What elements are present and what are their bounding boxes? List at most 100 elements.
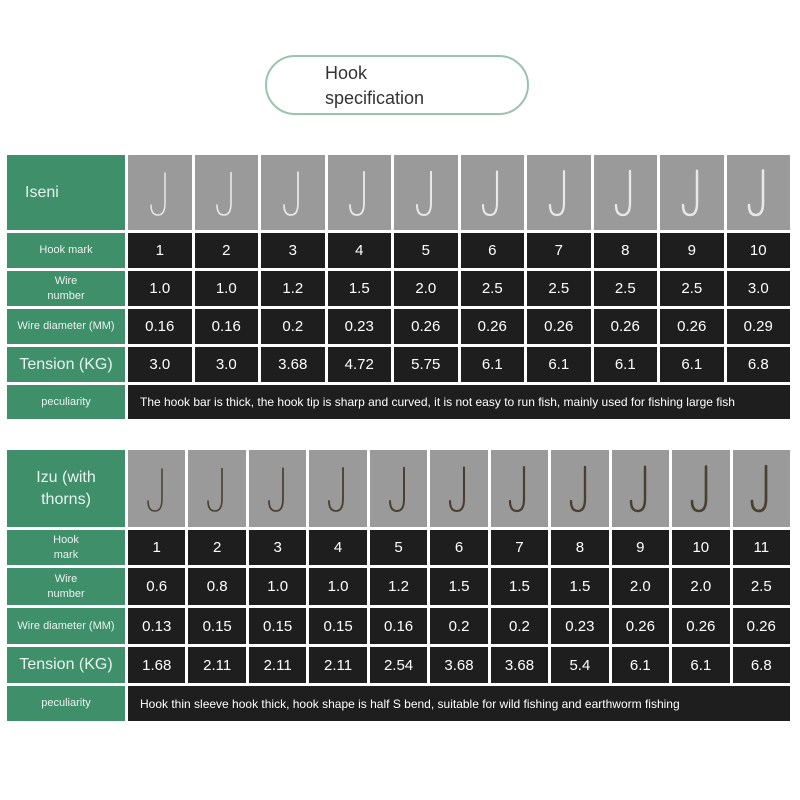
peculiarity-value: The hook bar is thick, the hook tip is s…	[128, 385, 790, 419]
hook-icon	[267, 466, 284, 512]
wire-diameter-value: 0.29	[726, 309, 790, 344]
wire-number-value: 2.5	[460, 271, 524, 306]
wire-number-value: 1.0	[194, 271, 258, 306]
wire-number-value: 1.5	[551, 568, 609, 605]
tension-label: Tension (KG)	[7, 347, 125, 382]
wire-diameter-value: 0.26	[527, 309, 591, 344]
hook-mark-label: Hook mark	[7, 233, 125, 268]
hook-mark-value: 10	[672, 530, 730, 565]
wire-number-label: Wire number	[7, 568, 125, 605]
wire-number-value: 1.2	[261, 271, 325, 306]
hook-icon	[630, 464, 647, 512]
wire-number-value: 0.6	[128, 568, 186, 605]
table-name: Iseni	[7, 155, 125, 230]
tension-value: 6.1	[611, 647, 670, 683]
title-line2: specification	[325, 88, 425, 108]
wire-number-value: 2.5	[593, 271, 657, 306]
hook-mark-value: 8	[593, 233, 657, 268]
hook-icon	[681, 168, 698, 216]
wire-diameter-value: 0.26	[672, 608, 730, 644]
hook-icon	[690, 464, 708, 512]
wire-diameter-value: 0.26	[660, 309, 724, 344]
hook-icon	[448, 465, 466, 512]
izu-spec-table: Izu (with thorns) Hook mark 1 2 3 4 5 6 7 8 9 10 11 W…	[7, 450, 790, 721]
wire-diameter-value: 0.2	[261, 309, 325, 344]
hook-mark-value: 10	[726, 233, 790, 268]
wire-diameter-value: 0.16	[369, 608, 428, 644]
table-name: Izu (with thorns)	[7, 450, 125, 527]
hook-icon	[216, 171, 233, 216]
wire-diameter-value: 0.15	[309, 608, 367, 644]
wire-number-value: 2.5	[660, 271, 724, 306]
tension-value: 6.1	[672, 647, 730, 683]
peculiarity-value: Hook thin sleeve hook thick, hook shape …	[128, 686, 790, 721]
hook-icon	[150, 171, 166, 216]
wire-number-value: 2.0	[611, 568, 670, 605]
hook-image	[248, 450, 307, 527]
wire-number-value: 1.0	[309, 568, 367, 605]
hook-mark-value: 9	[660, 233, 724, 268]
tension-value: 3.0	[194, 347, 258, 382]
tension-value: 3.68	[490, 647, 549, 683]
wire-number-value: 2.0	[672, 568, 730, 605]
wire-number-value: 1.2	[369, 568, 428, 605]
tension-value: 6.1	[593, 347, 657, 382]
hook-icon	[482, 169, 499, 216]
wire-diameter-value: 0.26	[611, 608, 670, 644]
peculiarity-label: peculiarity	[7, 686, 125, 721]
wire-number-value: 1.5	[430, 568, 488, 605]
hook-mark-value: 6	[430, 530, 488, 565]
wire-number-value: 2.0	[394, 271, 458, 306]
wire-diameter-value: 0.26	[394, 309, 458, 344]
hook-icon	[615, 169, 632, 216]
hook-image	[611, 450, 670, 527]
tension-label: Tension (KG)	[7, 647, 125, 683]
wire-number-value: 2.5	[732, 568, 790, 605]
iseni-spec-table: Iseni Hook mark 1 2 3 4 5 6 7 8 9 10 Wire number 1.0 1…	[7, 155, 790, 419]
wire-number-value: 1.0	[248, 568, 307, 605]
hook-mark-value: 1	[128, 530, 186, 565]
tension-value: 6.1	[527, 347, 591, 382]
hook-icon	[509, 465, 526, 512]
hook-mark-value: 11	[732, 530, 790, 565]
hook-image	[128, 450, 186, 527]
hook-image	[660, 155, 724, 230]
hook-icon	[548, 169, 565, 216]
hook-icon	[415, 170, 432, 216]
hook-image	[327, 155, 391, 230]
wire-number-label: Wire number	[7, 271, 125, 306]
tension-value: 6.1	[660, 347, 724, 382]
wire-diameter-value: 0.2	[490, 608, 549, 644]
hook-icon	[747, 168, 765, 216]
hook-image	[194, 155, 258, 230]
wire-number-value: 2.5	[527, 271, 591, 306]
tension-value: 1.68	[128, 647, 186, 683]
tension-value: 3.0	[128, 347, 192, 382]
hook-mark-value: 7	[527, 233, 591, 268]
peculiarity-label: peculiarity	[7, 385, 125, 419]
hook-image	[128, 155, 192, 230]
hook-mark-label: Hook mark	[7, 530, 125, 565]
wire-diameter-value: 0.15	[188, 608, 246, 644]
tension-value: 4.72	[327, 347, 391, 382]
hook-mark-value: 3	[248, 530, 307, 565]
hook-icon	[328, 466, 345, 512]
hook-image	[369, 450, 428, 527]
wire-diameter-value: 0.23	[327, 309, 391, 344]
hook-mark-value: 4	[309, 530, 367, 565]
hook-mark-value: 8	[551, 530, 609, 565]
tension-value: 2.54	[369, 647, 428, 683]
hook-image	[188, 450, 246, 527]
hook-mark-value: 3	[261, 233, 325, 268]
tension-value: 3.68	[430, 647, 488, 683]
wire-number-value: 3.0	[726, 271, 790, 306]
hook-image	[460, 155, 524, 230]
hook-mark-value: 1	[128, 233, 192, 268]
tension-value: 6.1	[460, 347, 524, 382]
title-pill: Hook specification	[265, 55, 529, 115]
hook-mark-value: 9	[611, 530, 670, 565]
hook-icon	[207, 467, 223, 512]
hook-image	[726, 155, 790, 230]
tension-value: 2.11	[188, 647, 246, 683]
wire-diameter-value: 0.13	[128, 608, 186, 644]
